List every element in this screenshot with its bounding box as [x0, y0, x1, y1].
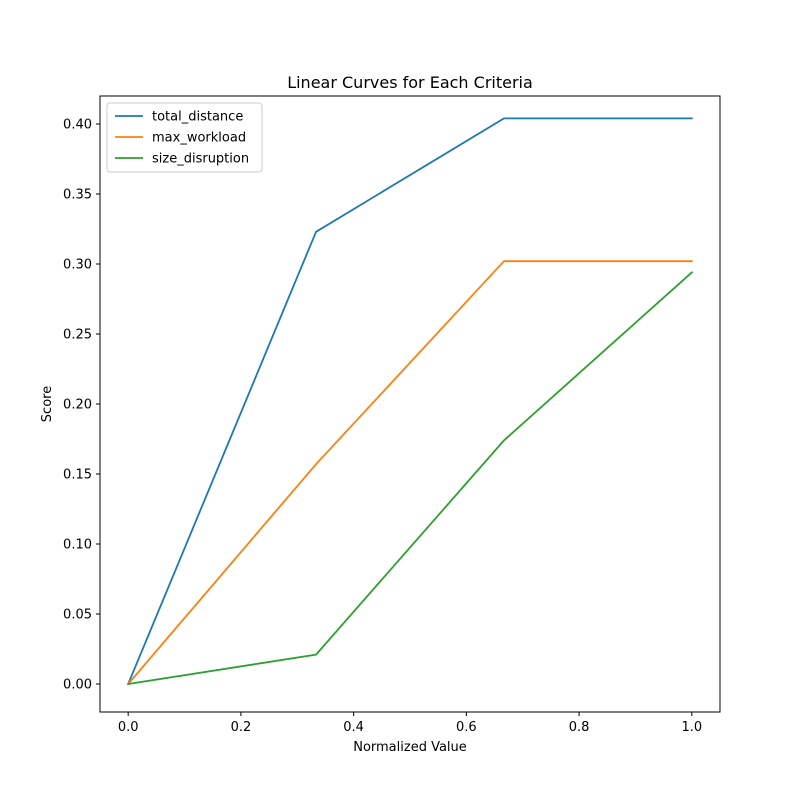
x-tick-label: 0.2: [231, 720, 252, 735]
legend-entry: total_distance: [152, 110, 243, 125]
x-tick-label: 0.0: [118, 720, 139, 735]
legend: total_distance max_workload size_disruptio…: [106, 102, 263, 173]
series-line-size-disruption: [127, 271, 694, 686]
y-tick-label: 0.05: [63, 608, 92, 623]
x-axis-label: Normalized Value: [353, 740, 467, 755]
y-tick-label: 0.20: [63, 398, 92, 413]
y-axis: 0.00 0.05 0.10 0.15 0.20 0.25 0.30 0.35 0.40: [63, 118, 100, 693]
x-tick-label: 1.0: [681, 720, 702, 735]
y-tick-label: 0.00: [63, 678, 92, 693]
legend-entry: size_disruption: [152, 152, 249, 167]
y-tick-label: 0.15: [63, 468, 92, 483]
x-tick-label: 0.4: [343, 720, 364, 735]
y-axis-label: Score: [40, 386, 55, 422]
series-layer: [126, 117, 694, 686]
x-tick-label: 0.6: [456, 720, 477, 735]
series-line-max-workload: [126, 260, 693, 686]
legend-box: [106, 102, 263, 173]
series-line-total-distance: [127, 117, 693, 686]
x-tick-label: 0.8: [569, 720, 590, 735]
legend-entry: max_workload: [152, 131, 246, 146]
y-tick-label: 0.30: [63, 258, 92, 273]
x-axis: 0.0 0.2 0.4 0.6 0.8 1.0: [118, 712, 702, 735]
y-tick-label: 0.10: [63, 538, 92, 553]
chart-title: Linear Curves for Each Criteria: [287, 73, 533, 92]
y-tick-label: 0.35: [63, 188, 92, 203]
y-tick-label: 0.25: [63, 328, 92, 343]
y-tick-label: 0.40: [63, 118, 92, 133]
